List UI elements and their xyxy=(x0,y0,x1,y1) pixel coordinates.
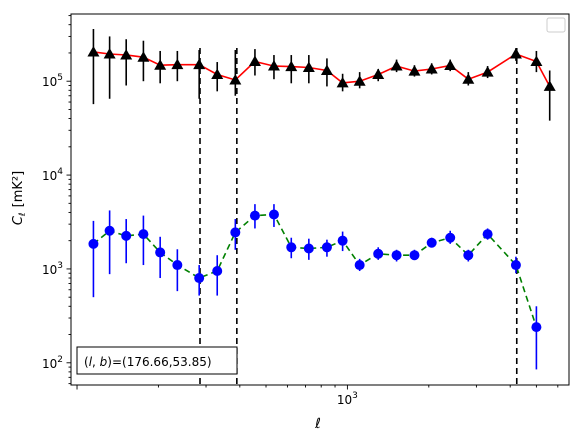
circle-point-14 xyxy=(337,235,348,246)
circle-point-0 xyxy=(88,238,99,249)
circle-point-4 xyxy=(155,247,166,258)
circle-point-15 xyxy=(354,260,365,271)
triangle-point-9 xyxy=(248,55,261,67)
circle-point-23 xyxy=(510,260,521,271)
circle-point-11 xyxy=(286,242,297,253)
y-tick-label-2: 104 xyxy=(42,167,63,183)
circle-point-9 xyxy=(249,210,260,221)
triangle-point-25 xyxy=(543,80,556,91)
circle-point-18 xyxy=(409,250,420,261)
triangle-point-12 xyxy=(302,61,315,72)
circle-point-20 xyxy=(445,232,456,243)
triangle-point-21 xyxy=(462,73,475,84)
triangle-point-20 xyxy=(444,59,457,71)
triangle-point-3 xyxy=(137,51,150,62)
triangle-point-8 xyxy=(229,74,242,85)
series-lines xyxy=(92,51,551,328)
y-tick-label-0: 102 xyxy=(42,355,63,371)
triangle-point-24 xyxy=(530,55,543,67)
triangle-point-10 xyxy=(267,60,280,71)
vertical-reference-lines xyxy=(199,48,518,385)
triangle-point-16 xyxy=(372,68,385,79)
triangle-point-5 xyxy=(171,58,184,70)
circle-point-13 xyxy=(321,242,332,253)
triangle-point-23 xyxy=(509,47,522,59)
x-tick-label-0: 103 xyxy=(337,391,358,407)
circle-point-17 xyxy=(391,250,402,261)
triangle-point-2 xyxy=(120,49,133,60)
y-tick-label-1: 103 xyxy=(42,261,63,277)
circle-point-6 xyxy=(194,273,205,284)
circle-point-22 xyxy=(482,229,493,240)
circle-point-16 xyxy=(373,248,384,259)
circle-point-12 xyxy=(303,243,314,254)
y-axis-label: Cℓ[mK²] xyxy=(11,171,28,225)
triangle-point-0 xyxy=(87,45,100,57)
triangle-point-18 xyxy=(408,65,421,76)
x-axis-label: ℓ xyxy=(314,416,321,432)
plot-frame xyxy=(70,13,570,386)
circle-point-8 xyxy=(230,227,241,238)
data-markers xyxy=(87,45,556,333)
circle-point-21 xyxy=(463,250,474,261)
triangle-point-7 xyxy=(211,68,224,79)
triangle-point-22 xyxy=(481,66,494,77)
axis-ticks: 102 103 104 105 103 xyxy=(42,15,559,407)
triangle-point-14 xyxy=(336,76,349,88)
triangle-point-1 xyxy=(103,47,116,59)
circle-point-2 xyxy=(121,230,132,241)
circle-point-1 xyxy=(104,225,115,236)
triangle-point-15 xyxy=(353,75,366,86)
circle-point-3 xyxy=(138,229,149,240)
y-tick-label-3: 105 xyxy=(42,73,63,89)
annotation-text: (l, b)=(176.66,53.85) xyxy=(84,355,212,369)
annotation-box xyxy=(76,346,238,375)
triangle-point-17 xyxy=(390,60,403,71)
legend-box xyxy=(546,17,566,33)
triangle-point-19 xyxy=(425,62,438,74)
error-bars xyxy=(92,28,551,370)
triangle-point-6 xyxy=(193,58,206,70)
triangle-point-4 xyxy=(154,59,167,70)
triangle-point-13 xyxy=(320,64,333,76)
circle-point-5 xyxy=(172,260,183,271)
circle-point-10 xyxy=(268,209,279,220)
circle-point-24 xyxy=(531,322,542,333)
circle-point-19 xyxy=(426,237,437,248)
triangle-point-11 xyxy=(285,60,298,72)
circle-point-7 xyxy=(212,266,223,277)
